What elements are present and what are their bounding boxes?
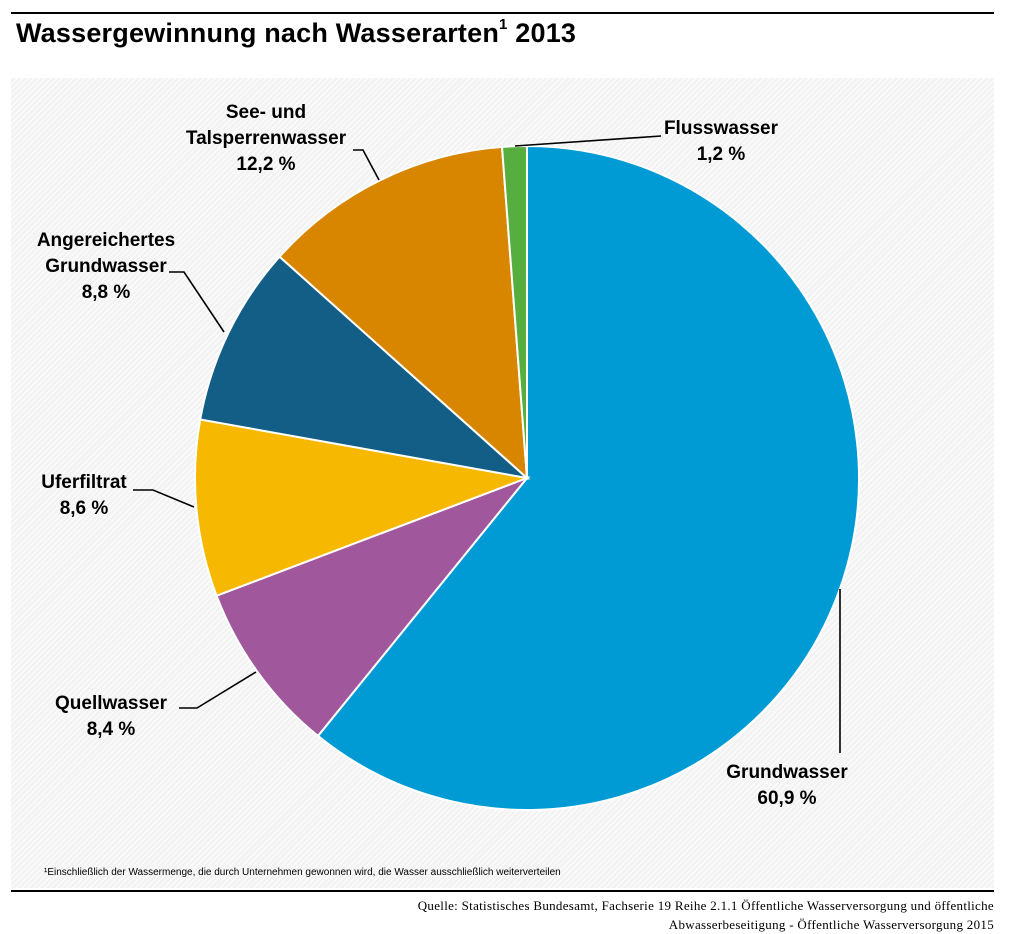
slice-value-quellwasser: 8,4 % [87, 719, 136, 740]
source-note: Quelle: Statistisches Bundesamt, Fachser… [418, 896, 994, 934]
bottom-rule [11, 890, 994, 892]
leader-line-uferfiltrat [133, 489, 195, 508]
slice-value-see-und-talsperrenwasser: 12,2 % [236, 154, 295, 175]
pie-slice-quellwasser [215, 475, 531, 738]
pie-slice-grundwasser [316, 144, 860, 811]
title-footnote-mark: 1 [499, 16, 508, 33]
slice-value-flusswasser: 1,2 % [697, 144, 746, 165]
slice-name-grundwasser: Grundwasser [726, 762, 848, 783]
pie-slice-flusswasser [500, 144, 528, 479]
slice-label-quellwasser: Quellwasser 8,4 % [55, 693, 168, 740]
chart-panel: Grundwasser 60,9 % Quellwasser 8,4 % Uferfil… [11, 78, 994, 888]
pie-slice-angereichertes-grundwasser [199, 255, 531, 480]
leader-line-angereichertes-grundwasser [169, 271, 225, 333]
source-line-2: Abwasserbeseitigung - Öffentliche Wasser… [668, 917, 994, 932]
chart-title: Wassergewinnung nach Wasserarten1 2013 [16, 16, 577, 49]
leader-line-flusswasser [514, 135, 662, 147]
slice-name-see-und-talsperrenwasser: Talsperrenwasser [186, 128, 347, 149]
slice-name-uferfiltrat: Uferfiltrat [41, 472, 127, 493]
footnote: ¹Einschließlich der Wassermenge, die dur… [44, 867, 561, 878]
source-line-1: Quelle: Statistisches Bundesamt, Fachser… [417, 898, 994, 913]
top-rule [11, 12, 994, 14]
slice-label-see-und-talsperrenwasser: See- und Talsperrenwasser 12,2 % [186, 102, 347, 175]
leader-line-quellwasser [179, 671, 257, 709]
slice-value-grundwasser: 60,9 % [757, 788, 816, 809]
slice-name-angereichertes-grundwasser: Grundwasser [45, 256, 167, 277]
slice-label-angereichertes-grundwasser: Angereichertes Grundwasser 8,8 % [37, 230, 175, 303]
slice-value-angereichertes-grundwasser: 8,8 % [82, 282, 131, 303]
slice-name-angereichertes-grundwasser: Angereichertes [37, 230, 175, 251]
chart-title-year: 2013 [515, 18, 577, 48]
slice-name-quellwasser: Quellwasser [55, 693, 168, 714]
leader-line-see-und-talsperrenwasser [353, 149, 380, 181]
slice-label-flusswasser: Flusswasser 1,2 % [664, 118, 779, 165]
slice-label-grundwasser: Grundwasser 60,9 % [726, 762, 848, 809]
pie-chart: Grundwasser 60,9 % Quellwasser 8,4 % Uferfil… [37, 102, 860, 811]
chart-title-text: Wassergewinnung nach Wasserarten [16, 18, 500, 48]
slice-label-uferfiltrat: Uferfiltrat 8,6 % [41, 472, 127, 519]
slice-name-see-und-talsperrenwasser: See- und [226, 102, 306, 123]
slice-value-uferfiltrat: 8,6 % [60, 498, 109, 519]
pie-slice-see-und-talsperrenwasser [278, 145, 529, 481]
slice-name-flusswasser: Flusswasser [664, 118, 779, 139]
